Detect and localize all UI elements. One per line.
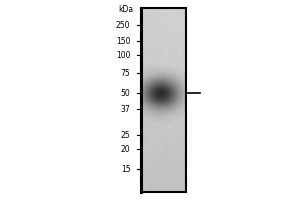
Text: 50: 50	[121, 88, 130, 98]
Text: 150: 150	[116, 36, 130, 46]
Text: kDa: kDa	[118, 4, 134, 14]
Bar	[141, 8, 186, 192]
Text: 100: 100	[116, 50, 130, 60]
Text: 15: 15	[121, 164, 130, 173]
Text: 250: 250	[116, 21, 130, 29]
Text: 25: 25	[121, 130, 130, 140]
Text: 75: 75	[121, 68, 130, 77]
Text: 37: 37	[121, 104, 130, 114]
Text: 20: 20	[121, 144, 130, 154]
